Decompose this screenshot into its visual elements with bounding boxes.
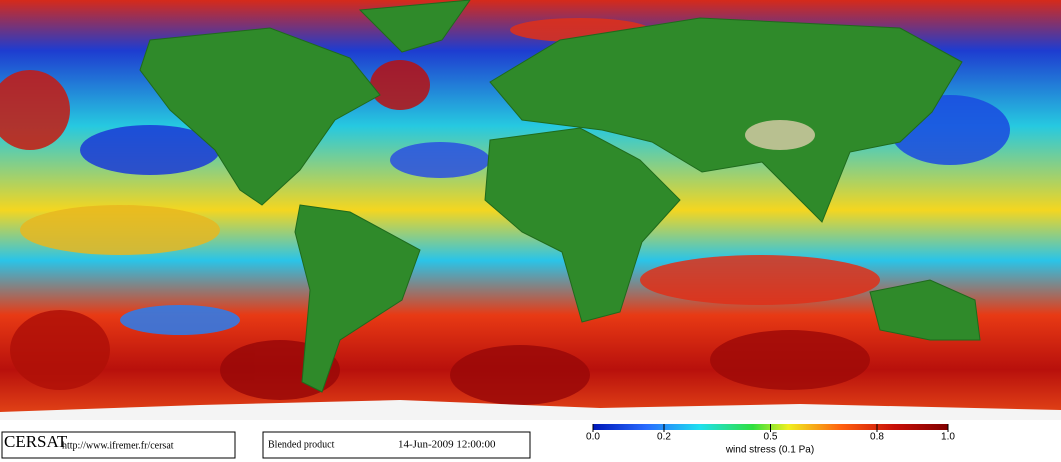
north-america: [139, 27, 381, 206]
colorbar-tick-label: 0.5: [764, 432, 778, 443]
datetime: 14-Jun-2009 12:00:00: [398, 439, 496, 451]
tibet: [745, 120, 815, 150]
antarctica: [0, 400, 1061, 420]
logo: CERSAT: [4, 432, 68, 451]
colorbar-tick-label: 1.0: [941, 432, 955, 443]
colorbar-tick-label: 0.2: [657, 432, 671, 443]
eurasia: [489, 17, 963, 223]
africa: [484, 127, 681, 323]
url: http://www.ifremer.fr/cersat: [62, 440, 174, 451]
greenland: [358, 0, 471, 53]
product-box: [262, 431, 531, 459]
continents: [139, 0, 981, 393]
product: Blended product: [268, 439, 335, 450]
south-america: [294, 204, 421, 393]
colorbar-tick-label: 0.0: [586, 432, 600, 443]
colorbar-tick-label: 0.8: [870, 432, 884, 443]
australia: [869, 279, 981, 341]
logo-box: [1, 431, 236, 459]
colorbar-label: wind stress (0.1 Pa): [725, 445, 814, 456]
